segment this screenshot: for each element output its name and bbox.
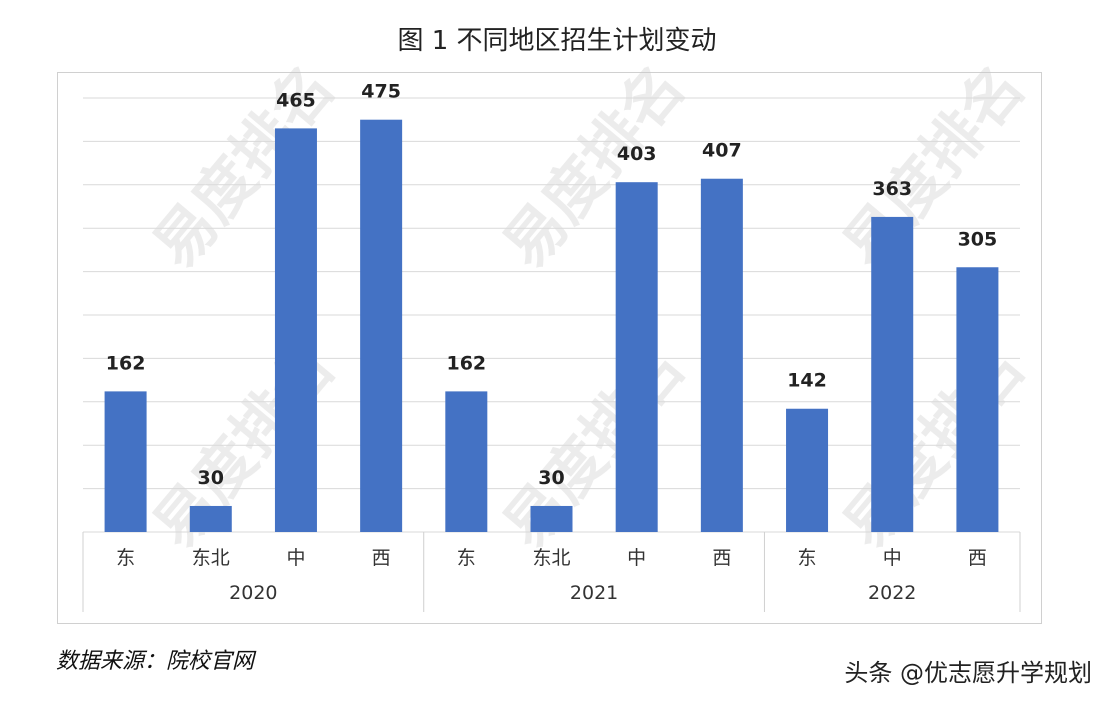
bar [274,128,317,532]
bar [871,216,914,532]
group-label: 2021 [570,582,618,604]
data-label: 162 [106,352,146,374]
group-label: 2022 [868,582,916,604]
category-label: 东北 [192,547,230,569]
bar [786,408,829,532]
bar [189,505,232,532]
category-label: 东 [798,547,817,569]
data-source: 数据来源：院校官网 [56,649,255,674]
bar [956,267,999,532]
chart-frame [57,72,1042,624]
category-label: 中 [627,547,646,569]
data-label: 403 [617,143,657,165]
bar [360,119,403,532]
category-label: 西 [372,547,391,569]
category-label: 西 [968,547,987,569]
bar [700,178,743,532]
data-label: 475 [361,81,401,103]
category-label: 中 [286,547,305,569]
category-label: 中 [883,547,902,569]
bar [530,505,573,532]
bar [445,391,488,532]
data-label: 30 [198,467,224,489]
data-label: 30 [538,467,564,489]
data-label: 363 [872,178,912,200]
data-label: 162 [446,352,486,374]
category-label: 东北 [532,547,570,569]
data-label: 407 [702,140,742,162]
category-label: 东 [457,547,476,569]
category-label: 东 [116,547,135,569]
data-label: 305 [958,228,998,250]
credit-text: 头条 @优志愿升学规划 [844,659,1092,687]
data-label: 142 [787,370,827,392]
chart-title: 图 1 不同地区招生计划变动 [397,26,717,56]
data-label: 465 [276,89,316,111]
category-label: 西 [712,547,731,569]
bar [615,182,658,533]
group-label: 2020 [229,582,277,604]
bar [104,391,147,532]
